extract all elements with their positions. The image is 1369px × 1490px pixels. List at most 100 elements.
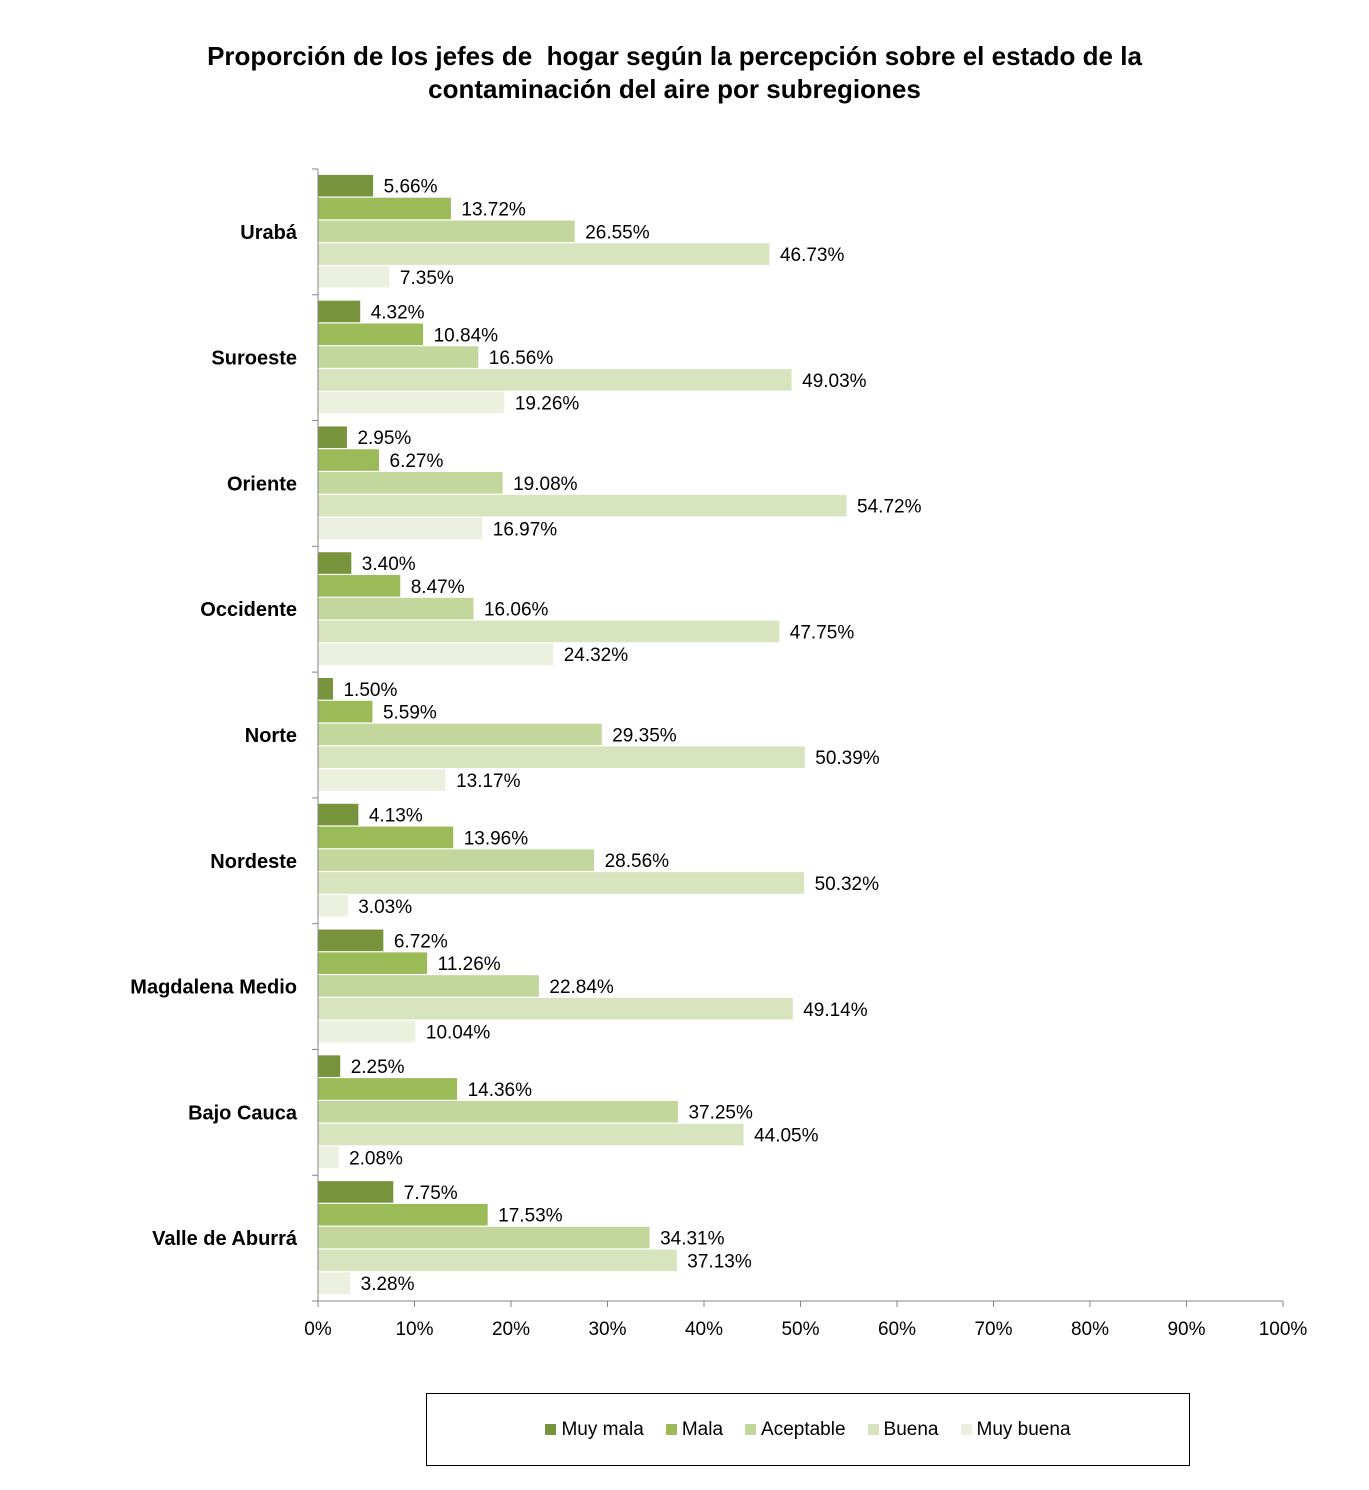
- bar: [318, 1123, 744, 1146]
- bar: [318, 1100, 678, 1123]
- bar: [318, 929, 384, 952]
- chart-legend: Muy mala Mala Aceptable Buena Muy buena: [426, 1393, 1190, 1466]
- data-label: 6.72%: [394, 931, 448, 952]
- bar: [318, 517, 483, 540]
- data-label: 17.53%: [498, 1206, 563, 1227]
- data-label: 10.04%: [426, 1023, 491, 1044]
- data-label: 28.56%: [605, 851, 670, 872]
- bar: [318, 952, 428, 974]
- data-label: 37.13%: [687, 1251, 752, 1272]
- x-tick-label: 90%: [1167, 1319, 1205, 1340]
- legend-swatch: [960, 1424, 972, 1435]
- legend-item: Mala: [665, 1418, 724, 1441]
- data-label: 19.26%: [515, 394, 580, 415]
- bar: [318, 894, 348, 917]
- x-tick-label: 40%: [685, 1319, 723, 1340]
- data-label: 7.35%: [400, 268, 454, 289]
- data-label: 3.40%: [362, 554, 416, 575]
- bar: [318, 300, 361, 323]
- bar: [318, 723, 602, 746]
- bar: [318, 1249, 677, 1272]
- x-tick-label: 50%: [781, 1319, 819, 1340]
- bar: [318, 826, 454, 849]
- data-label: 50.32%: [815, 874, 880, 895]
- data-label: 16.56%: [489, 348, 554, 369]
- data-label: 46.73%: [780, 245, 845, 266]
- legend-item: Buena: [867, 1419, 939, 1441]
- bar: [318, 494, 847, 517]
- legend-label: Aceptable: [761, 1418, 846, 1440]
- bar: [318, 769, 446, 791]
- legend-label: Mala: [681, 1418, 724, 1440]
- bar: [318, 1181, 394, 1203]
- data-label: 13.17%: [456, 771, 521, 792]
- bar-chart: 5.66% 13.72% 26.55% 46.73% 7.35% Urabá 4.32% 10…: [130, 168, 1307, 1340]
- bar: [318, 369, 792, 391]
- data-label: 44.05%: [754, 1126, 819, 1147]
- data-label: 2.25%: [351, 1057, 405, 1078]
- x-tick-label: 0%: [304, 1319, 332, 1340]
- x-tick-label: 10%: [395, 1319, 433, 1340]
- data-label: 19.08%: [513, 474, 578, 495]
- data-label: 50.39%: [815, 748, 880, 769]
- bar: [318, 174, 374, 197]
- x-tick-label: 30%: [588, 1319, 626, 1340]
- data-label: 13.96%: [464, 828, 529, 849]
- bar: [318, 1203, 488, 1226]
- bar: [318, 1055, 341, 1077]
- bar: [318, 746, 805, 768]
- data-label: 4.13%: [369, 806, 423, 827]
- bar: [318, 243, 770, 265]
- bar: [318, 472, 503, 494]
- bar: [318, 220, 575, 243]
- chart-title-line-1: Proporción de los jefes de hogar según l…: [207, 41, 1142, 71]
- category-label: Norte: [245, 725, 297, 747]
- bar: [318, 1020, 416, 1043]
- bar: [318, 1146, 339, 1169]
- bar: [318, 1078, 458, 1100]
- bar: [318, 449, 380, 471]
- chart-title-line-2: contaminación del aire por subregiones: [428, 74, 921, 104]
- legend-swatch: [745, 1424, 757, 1435]
- data-label: 16.97%: [493, 519, 558, 540]
- category-label: Occidente: [200, 599, 297, 621]
- data-label: 16.06%: [484, 600, 549, 621]
- data-label: 47.75%: [790, 622, 855, 643]
- bar: [318, 975, 539, 997]
- data-label: 13.72%: [461, 199, 526, 220]
- category-label: Suroeste: [211, 348, 297, 370]
- category-label: Magdalena Medio: [130, 977, 297, 999]
- data-label: 26.55%: [585, 222, 650, 243]
- bar: [318, 1226, 650, 1249]
- data-label: 29.35%: [612, 725, 677, 746]
- chart-title: Proporción de los jefes de hogar según l…: [0, 40, 1349, 106]
- data-label: 3.03%: [358, 897, 412, 918]
- data-label: 8.47%: [411, 577, 465, 598]
- data-label: 3.28%: [361, 1274, 415, 1295]
- bar: [318, 678, 333, 700]
- data-label: 11.26%: [438, 954, 501, 975]
- bar: [318, 575, 401, 597]
- bar: [318, 346, 479, 368]
- category-label: Valle de Aburrá: [152, 1228, 298, 1250]
- data-label: 7.75%: [404, 1183, 458, 1204]
- legend-label: Muy mala: [561, 1418, 644, 1440]
- legend-swatch: [867, 1424, 879, 1435]
- data-label: 34.31%: [660, 1229, 725, 1250]
- bar: [318, 872, 805, 894]
- bar: [318, 323, 424, 346]
- data-label: 10.84%: [434, 325, 499, 346]
- bar: [318, 426, 347, 449]
- legend-swatch: [665, 1424, 677, 1435]
- data-label: 5.59%: [383, 703, 437, 724]
- bar: [318, 643, 554, 666]
- data-label: 37.25%: [688, 1103, 753, 1124]
- data-label: 2.08%: [349, 1148, 403, 1169]
- data-label: 1.50%: [343, 680, 397, 701]
- data-label: 54.72%: [857, 497, 922, 518]
- category-label: Nordeste: [210, 851, 297, 873]
- bar: [318, 552, 352, 574]
- legend-item: Aceptable: [745, 1419, 846, 1441]
- legend-swatch: [545, 1424, 557, 1435]
- x-tick-label: 60%: [878, 1319, 916, 1340]
